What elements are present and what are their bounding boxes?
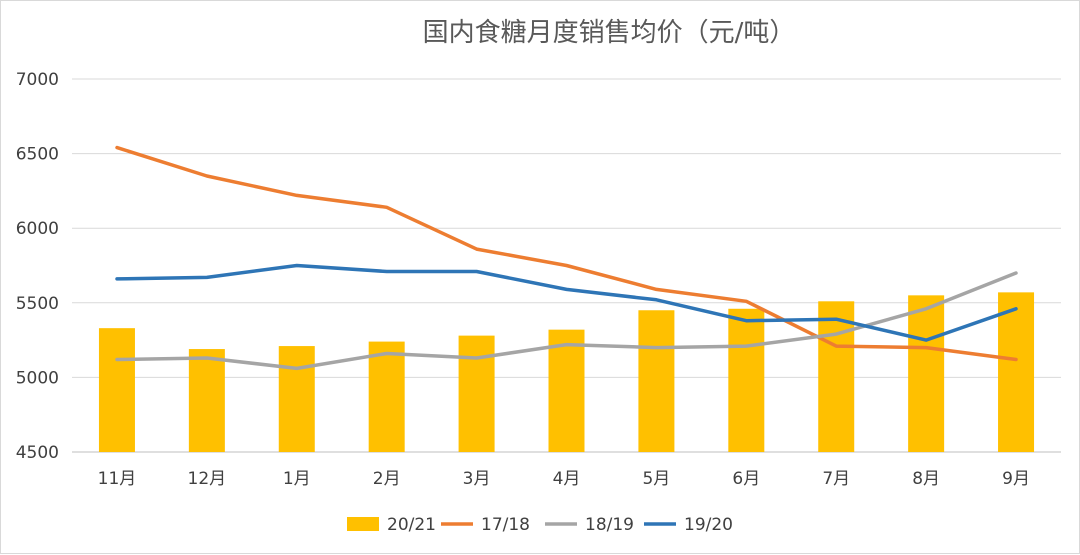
legend-label: 18/19 — [585, 515, 634, 535]
bar-20-21-5 — [548, 329, 585, 452]
x-tick-label: 2月 — [373, 469, 401, 489]
x-axis-ticks: 11月 12月 1月 2月 3月 4月 5月 6月 7月 8月 9月 — [98, 469, 1030, 489]
bar-20-21-8 — [818, 301, 855, 452]
bar-20-21-2 — [278, 346, 315, 452]
legend-label: 19/20 — [684, 515, 733, 535]
x-tick-label: 1月 — [283, 469, 311, 489]
bar-20-21-4 — [458, 335, 495, 452]
bar-20-21-9 — [908, 295, 945, 452]
y-tick-label: 6500 — [16, 145, 59, 165]
y-axis-ticks: 7000 6500 6000 5500 5000 4500 — [16, 70, 59, 463]
bar-series — [98, 292, 1035, 452]
legend-swatch — [347, 517, 379, 531]
x-tick-label: 3月 — [463, 469, 491, 489]
legend-label: 17/18 — [481, 515, 530, 535]
bar-20-21-0 — [98, 328, 135, 452]
x-tick-label: 8月 — [912, 469, 940, 489]
line-series-19-20 — [115, 263, 1018, 342]
bar-20-21-3 — [368, 341, 405, 452]
bar-20-21-6 — [638, 310, 675, 452]
x-tick-label: 7月 — [822, 469, 850, 489]
x-tick-label: 5月 — [642, 469, 670, 489]
bar-20-21-1 — [188, 349, 225, 452]
y-tick-label: 4500 — [16, 443, 59, 463]
x-tick-label: 6月 — [732, 469, 760, 489]
x-tick-label: 12月 — [188, 469, 227, 489]
bar-20-21-7 — [728, 308, 765, 452]
bar-20-21-10 — [998, 292, 1035, 452]
x-tick-label: 4月 — [553, 469, 581, 489]
line-series-17-18 — [115, 145, 1018, 362]
y-tick-label: 5000 — [16, 368, 59, 388]
y-tick-label: 5500 — [16, 294, 59, 314]
y-tick-label: 6000 — [16, 219, 59, 239]
legend-label: 20/21 — [387, 515, 436, 535]
x-tick-label: 9月 — [1002, 469, 1030, 489]
x-tick-label: 11月 — [98, 469, 137, 489]
y-tick-label: 7000 — [16, 70, 59, 90]
line-series — [115, 145, 1018, 371]
chart-title: 国内食糖月度销售均价（元/吨） — [423, 18, 796, 48]
legend: 20/21 17/18 18/19 19/20 — [347, 515, 733, 535]
